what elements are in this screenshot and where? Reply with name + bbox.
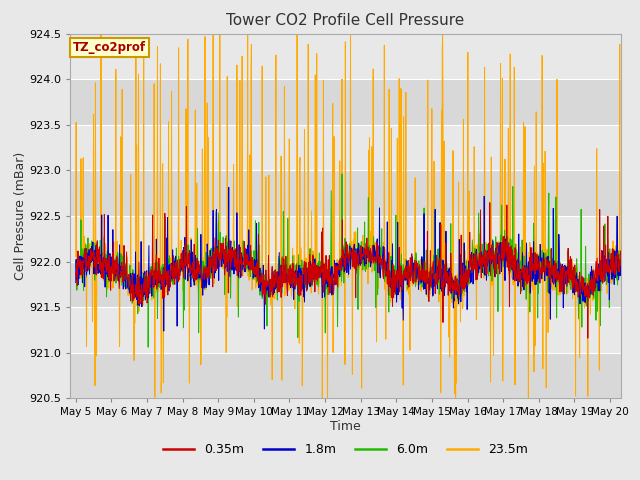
- Text: TZ_co2prof: TZ_co2prof: [73, 41, 147, 54]
- Bar: [70, 34, 621, 79]
- Bar: [70, 353, 621, 398]
- Legend: 0.35m, 1.8m, 6.0m, 23.5m: 0.35m, 1.8m, 6.0m, 23.5m: [158, 438, 533, 461]
- Bar: [70, 216, 621, 262]
- Y-axis label: Cell Pressure (mBar): Cell Pressure (mBar): [13, 152, 27, 280]
- Bar: [70, 125, 621, 170]
- X-axis label: Time: Time: [330, 420, 361, 433]
- Bar: [70, 262, 621, 307]
- Bar: [70, 170, 621, 216]
- Bar: [70, 307, 621, 353]
- Title: Tower CO2 Profile Cell Pressure: Tower CO2 Profile Cell Pressure: [227, 13, 465, 28]
- Bar: [70, 79, 621, 125]
